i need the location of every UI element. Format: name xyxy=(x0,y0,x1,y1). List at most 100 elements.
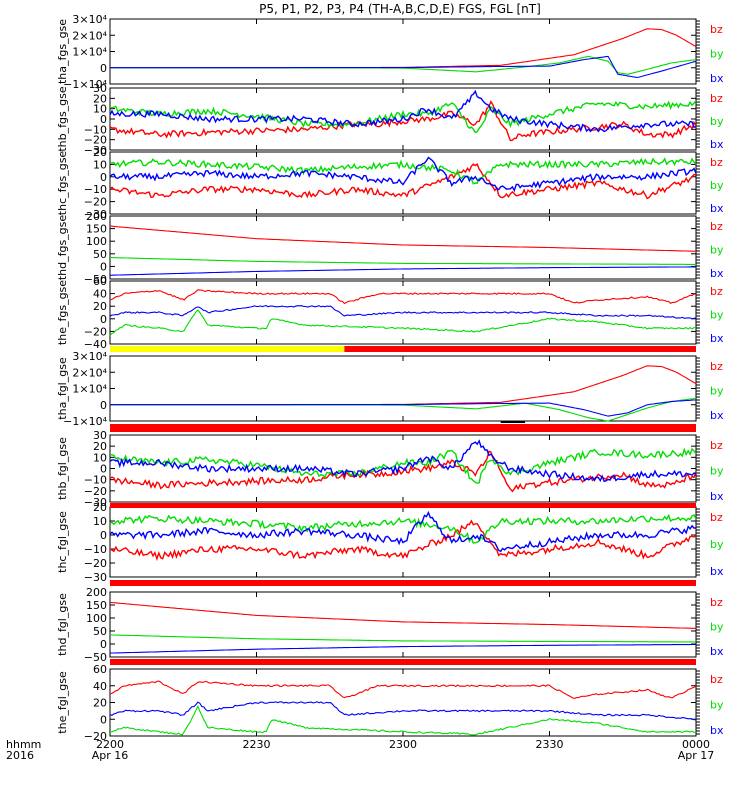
legend-by: by xyxy=(710,465,724,478)
status-mark xyxy=(500,421,526,423)
y-tick-label: 20 xyxy=(93,440,107,453)
status-bar-thc-state xyxy=(110,580,696,586)
y-tick-label: −10 xyxy=(84,543,107,556)
y-tick-label: −10 xyxy=(84,474,107,487)
series-by-line xyxy=(109,513,697,544)
y-tick-label: 10 xyxy=(93,103,107,116)
series-bx-line xyxy=(109,643,696,654)
series-bz-line xyxy=(109,601,697,629)
corner-label-hhmm: hhmm xyxy=(6,738,41,751)
y-axis-label: thd_fgs_gse xyxy=(56,215,69,281)
y-axis-label: thd_fgl_gse xyxy=(56,593,69,656)
time-tick-label: 2300 xyxy=(389,738,417,751)
y-axis-label: the_fgs_gse xyxy=(56,280,69,345)
y-axis-label: the_fgl_gse xyxy=(56,671,69,734)
y-tick-label: 0 xyxy=(100,463,107,476)
legend-bx: bx xyxy=(710,202,724,215)
y-tick-label: −30 xyxy=(84,208,107,221)
series-by-line xyxy=(110,55,697,75)
y-tick-label: −30 xyxy=(84,496,107,509)
legend-bz: bz xyxy=(710,360,723,373)
status-segment-red xyxy=(110,659,696,665)
y-axis-label: thc_fgl_gse xyxy=(56,511,69,573)
series-bx-line xyxy=(109,399,697,417)
status-segment-red xyxy=(110,580,696,586)
status-segment-red xyxy=(110,424,696,432)
status-bar-fgs-state xyxy=(110,346,696,352)
y-tick-label: 0 xyxy=(100,529,107,542)
status-segment-red xyxy=(344,346,696,352)
y-tick-label: 60 xyxy=(93,663,107,676)
status-bar-thb-state xyxy=(110,503,696,508)
y-tick-label: 0 xyxy=(100,713,107,726)
series-bz-line xyxy=(109,450,697,493)
y-tick-label: 10 xyxy=(93,158,107,171)
y-tick-label: 0 xyxy=(100,399,107,412)
legend-bx: bx xyxy=(710,72,724,85)
legend-bz: bz xyxy=(710,285,723,298)
y-tick-label: −40 xyxy=(84,338,107,351)
series-bz-line xyxy=(109,519,697,562)
y-tick-label: 150 xyxy=(86,223,107,236)
y-tick-label: 2×10⁴ xyxy=(72,366,107,379)
legend-bx: bx xyxy=(710,565,724,578)
series-bz-line xyxy=(109,680,697,699)
series-bx-line xyxy=(109,156,697,193)
y-tick-label: 20 xyxy=(93,92,107,105)
series-bz-line xyxy=(109,365,697,406)
y-tick-label: 1×10⁴ xyxy=(72,46,107,59)
legend-bz: bz xyxy=(710,220,723,233)
y-tick-label: −50 xyxy=(84,273,107,286)
status-segment-yellow xyxy=(110,346,345,352)
panel-frame xyxy=(109,151,697,215)
y-tick-label: −20 xyxy=(84,557,107,570)
y-tick-label: −30 xyxy=(84,571,107,584)
y-tick-label: 0 xyxy=(100,171,107,184)
y-tick-label: 150 xyxy=(86,599,107,612)
time-tick-label: 2200 xyxy=(96,738,124,751)
series-bx-line xyxy=(109,305,697,320)
legend-bx: bx xyxy=(710,490,724,503)
panel-frame xyxy=(109,18,697,85)
legend-by: by xyxy=(710,621,724,634)
y-tick-label: 20 xyxy=(93,697,107,710)
legend-bx: bx xyxy=(710,724,724,737)
y-tick-label: 0 xyxy=(100,62,107,75)
time-tick-label: 0000 xyxy=(682,738,710,751)
y-tick-label: 0 xyxy=(100,313,107,326)
legend-bz: bz xyxy=(710,511,723,524)
y-tick-label: −10 xyxy=(84,123,107,136)
y-axis-label: thc_fgs_gse xyxy=(56,151,69,216)
legend-bx: bx xyxy=(710,409,724,422)
series-bz-line xyxy=(109,289,697,305)
y-tick-label: −1×10⁴ xyxy=(63,78,107,91)
y-tick-label: −20 xyxy=(84,325,107,338)
series-by-line xyxy=(109,309,697,336)
panel-frame xyxy=(109,591,697,658)
legend-bx: bx xyxy=(710,138,724,151)
figure-title: P5, P1, P2, P3, P4 (TH-A,B,C,D,E) FGS, F… xyxy=(259,2,541,16)
series-bx-line xyxy=(109,55,697,79)
y-tick-label: 50 xyxy=(93,248,107,261)
panel-frame xyxy=(109,355,697,422)
y-tick-label: −20 xyxy=(84,196,107,209)
y-tick-label: 100 xyxy=(86,235,107,248)
y-tick-label: 0 xyxy=(100,260,107,273)
legend-by: by xyxy=(710,309,724,322)
y-tick-label: 20 xyxy=(93,300,107,313)
legend-by: by xyxy=(710,48,724,61)
y-tick-label: 1×10⁴ xyxy=(72,383,107,396)
y-tick-label: 10 xyxy=(93,451,107,464)
legend-bx: bx xyxy=(710,267,724,280)
panel-the_fgl: 60 40 20 0 −20 the_fgl_gse bz by bx xyxy=(56,663,724,743)
legend-by: by xyxy=(710,699,724,712)
y-tick-label: −20 xyxy=(84,730,107,743)
legend-bz: bz xyxy=(710,156,723,169)
series-by-line xyxy=(110,257,696,265)
